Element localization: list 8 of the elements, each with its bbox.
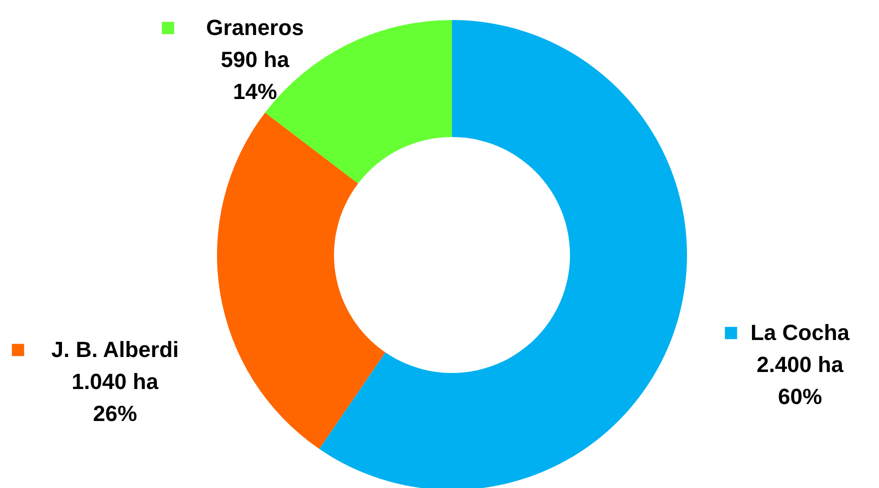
legend-label: Graneros xyxy=(206,15,304,40)
data-label: 590 ha 14% xyxy=(220,47,290,104)
legend-label: J. B. Alberdi xyxy=(51,337,179,362)
donut-slice xyxy=(217,112,386,449)
legend-label: La Cocha xyxy=(750,320,850,345)
data-label: 1.040 ha 26% xyxy=(72,369,160,426)
data-label: 2.400 ha 60% xyxy=(756,352,844,409)
donut-slice xyxy=(319,20,687,488)
